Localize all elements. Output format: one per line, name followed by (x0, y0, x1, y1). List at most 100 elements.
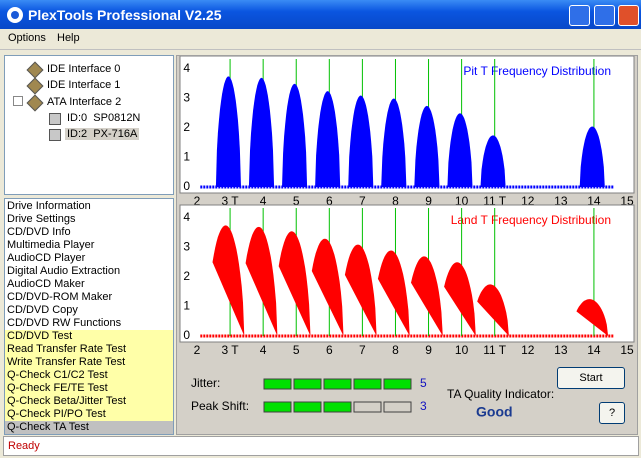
distribution-peak (477, 284, 509, 336)
start-button[interactable]: Start (557, 367, 625, 389)
function-list: Drive Information Drive Settings CD/DVD In… (4, 198, 174, 435)
function-item[interactable]: Q-Check FE/TE Test (5, 382, 173, 395)
y-tick-label: 0 (183, 328, 190, 342)
distribution-peak (344, 244, 377, 336)
function-item[interactable]: Q-Check TA Test (5, 421, 173, 434)
x-tick-label: 3 T (222, 343, 240, 357)
distribution-peak (579, 126, 605, 187)
window-title: PlexTools Professional V2.25 (28, 7, 222, 23)
function-item[interactable]: Digital Audio Extraction (7, 265, 121, 277)
menu-bar: Options Help (0, 29, 641, 50)
y-tick-label: 3 (183, 240, 190, 254)
y-tick-label: 3 (183, 91, 190, 105)
meter-cell (263, 378, 292, 390)
tree-icon (26, 61, 44, 79)
meter-cell (323, 378, 352, 390)
chart-title: Pit T Frequency Distribution (463, 64, 611, 78)
distribution-peak (576, 299, 609, 336)
help-button[interactable]: ? (599, 402, 625, 424)
x-tick-label: 6 (326, 194, 333, 208)
distribution-peak (447, 113, 473, 187)
tree-icon (49, 129, 61, 141)
meter-cell (263, 401, 292, 413)
y-tick-label: 1 (183, 299, 190, 313)
tree-item[interactable]: ID:0 SP0812N (67, 112, 141, 124)
x-tick-label: 6 (326, 343, 333, 357)
close-button[interactable] (618, 5, 639, 26)
menu-item[interactable]: Options (8, 32, 46, 44)
tree-item[interactable]: ATA Interface 2 (47, 96, 122, 108)
function-item[interactable]: CD/DVD-ROM Maker (7, 291, 113, 303)
meter-cell (323, 401, 352, 413)
distribution-peak (278, 231, 311, 336)
tree-expander (13, 96, 23, 106)
function-item[interactable]: Write Transfer Rate Test (5, 356, 173, 369)
function-item[interactable]: Multimedia Player (7, 239, 95, 251)
x-tick-label: 8 (392, 343, 399, 357)
y-tick-label: 4 (183, 210, 190, 224)
y-tick-label: 0 (183, 179, 190, 193)
maximize-button[interactable] (594, 5, 615, 26)
x-tick-label: 2 (194, 194, 201, 208)
distribution-peak (315, 91, 341, 187)
x-tick-label: 9 (425, 343, 432, 357)
tree-icon (49, 113, 61, 125)
distribution-peak (411, 256, 443, 336)
distribution-peak (444, 262, 476, 336)
meter-cell (353, 378, 382, 390)
title-bar: PlexTools Professional V2.25 (0, 0, 641, 29)
meter-cell (383, 401, 412, 413)
meter-cell (293, 378, 322, 390)
function-item[interactable]: CD/DVD RW Functions (7, 317, 122, 329)
meter-cell (383, 378, 412, 390)
function-item[interactable]: AudioCD Player (7, 252, 86, 264)
tree-item[interactable]: IDE Interface 1 (47, 79, 121, 91)
chart-title: Land T Frequency Distribution (451, 213, 611, 227)
x-tick-label: 13 (554, 343, 568, 357)
function-item[interactable]: Drive Settings (7, 213, 76, 225)
y-tick-label: 2 (183, 269, 190, 283)
meter-label: Jitter: (191, 376, 220, 390)
tree-icon (26, 94, 44, 112)
distribution-peak (212, 225, 245, 336)
function-item[interactable]: Q-Check C1/C2 Test (5, 369, 173, 382)
tree-item[interactable]: IDE Interface 0 (47, 63, 121, 75)
distribution-peak (311, 238, 344, 336)
minimize-button[interactable] (569, 5, 590, 26)
x-tick-label: 4 (260, 194, 267, 208)
function-item[interactable]: CD/DVD Test (5, 330, 173, 343)
distribution-peak (248, 77, 275, 187)
x-tick-label: 12 (521, 343, 535, 357)
function-item[interactable]: Read Transfer Rate Test (5, 343, 173, 356)
menu-item[interactable]: Help (57, 32, 80, 44)
x-tick-label: 4 (260, 343, 267, 357)
distribution-peak (215, 76, 241, 187)
x-tick-label: 11 T (483, 343, 507, 357)
distribution-peak (245, 226, 278, 336)
status-text: Ready (8, 440, 40, 452)
function-item[interactable]: CD/DVD Info (7, 226, 71, 238)
function-item[interactable]: Q-Check PI/PO Test (5, 408, 173, 421)
x-tick-label: 10 (455, 343, 469, 357)
distribution-peak (381, 98, 407, 187)
x-tick-label: 9 (425, 194, 432, 208)
ta-quality-label: TA Quality Indicator: (447, 387, 554, 401)
tree-item[interactable]: ID:2 PX-716A (65, 128, 140, 140)
function-item[interactable]: Q-Check Beta/Jitter Test (5, 395, 173, 408)
x-tick-label: 2 (194, 343, 201, 357)
y-tick-label: 1 (183, 150, 190, 164)
function-item[interactable]: Drive Information (7, 200, 91, 212)
y-tick-label: 2 (183, 120, 190, 134)
x-tick-label: 8 (392, 194, 399, 208)
app-icon (7, 7, 23, 23)
function-item[interactable]: CD/DVD Copy (7, 304, 78, 316)
distribution-peak (348, 95, 374, 187)
function-item[interactable]: AudioCD Maker (7, 278, 85, 290)
meter-value: 5 (420, 376, 427, 390)
device-tree: IDE Interface 0 IDE Interface 1 ATA Interf… (4, 55, 174, 195)
ta-quality-value: Good (476, 404, 513, 420)
x-tick-label: 14 (587, 343, 601, 357)
x-tick-label: 5 (293, 194, 300, 208)
